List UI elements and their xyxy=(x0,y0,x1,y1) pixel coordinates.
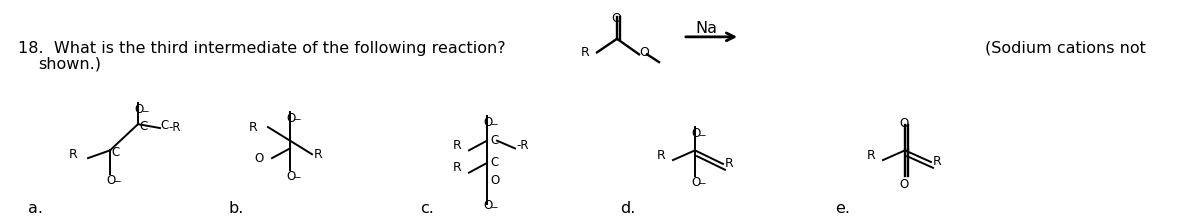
Text: c.: c. xyxy=(420,201,434,216)
Text: R: R xyxy=(70,148,78,161)
Text: Na: Na xyxy=(695,21,718,36)
Text: R: R xyxy=(581,46,589,59)
Text: C: C xyxy=(112,146,119,159)
Text: R: R xyxy=(250,121,258,134)
Text: R: R xyxy=(656,149,665,162)
Text: (Sodium cations not: (Sodium cations not xyxy=(985,41,1146,56)
Text: O: O xyxy=(106,174,115,187)
Text: C: C xyxy=(160,119,168,132)
Text: O: O xyxy=(899,117,908,130)
Text: e.: e. xyxy=(835,201,850,216)
Text: −: − xyxy=(293,114,300,123)
Text: b.: b. xyxy=(228,201,244,216)
Text: O: O xyxy=(640,46,649,59)
Text: -R: -R xyxy=(516,139,528,152)
Text: R: R xyxy=(314,148,323,161)
Text: O: O xyxy=(286,170,295,183)
Text: O: O xyxy=(691,175,701,189)
Text: −: − xyxy=(490,202,498,211)
Text: -R: -R xyxy=(168,121,180,134)
Text: shown.): shown.) xyxy=(38,56,101,71)
Text: R: R xyxy=(452,161,461,174)
Text: −: − xyxy=(293,173,300,182)
Text: O: O xyxy=(134,103,143,116)
Text: R: R xyxy=(452,139,461,152)
Text: −: − xyxy=(698,130,706,139)
Text: d.: d. xyxy=(620,201,635,216)
Text: O: O xyxy=(286,112,295,124)
Text: −: − xyxy=(490,119,498,128)
Text: R: R xyxy=(866,149,875,162)
Text: R: R xyxy=(725,157,733,170)
Text: −: − xyxy=(113,177,120,186)
Text: −: − xyxy=(698,179,706,187)
Text: a.: a. xyxy=(28,201,43,216)
Text: O: O xyxy=(490,174,499,187)
Text: −: − xyxy=(142,106,149,115)
Text: C: C xyxy=(490,134,498,147)
Text: C: C xyxy=(490,157,498,169)
Text: O: O xyxy=(254,152,264,165)
Text: R: R xyxy=(934,155,942,169)
Text: O: O xyxy=(899,177,908,191)
Text: O: O xyxy=(482,199,492,212)
Text: O: O xyxy=(611,12,620,25)
Text: 18.  What is the third intermediate of the following reaction?: 18. What is the third intermediate of th… xyxy=(18,41,505,56)
Text: O: O xyxy=(691,127,701,140)
Text: C: C xyxy=(139,120,148,133)
Text: O: O xyxy=(482,116,492,129)
